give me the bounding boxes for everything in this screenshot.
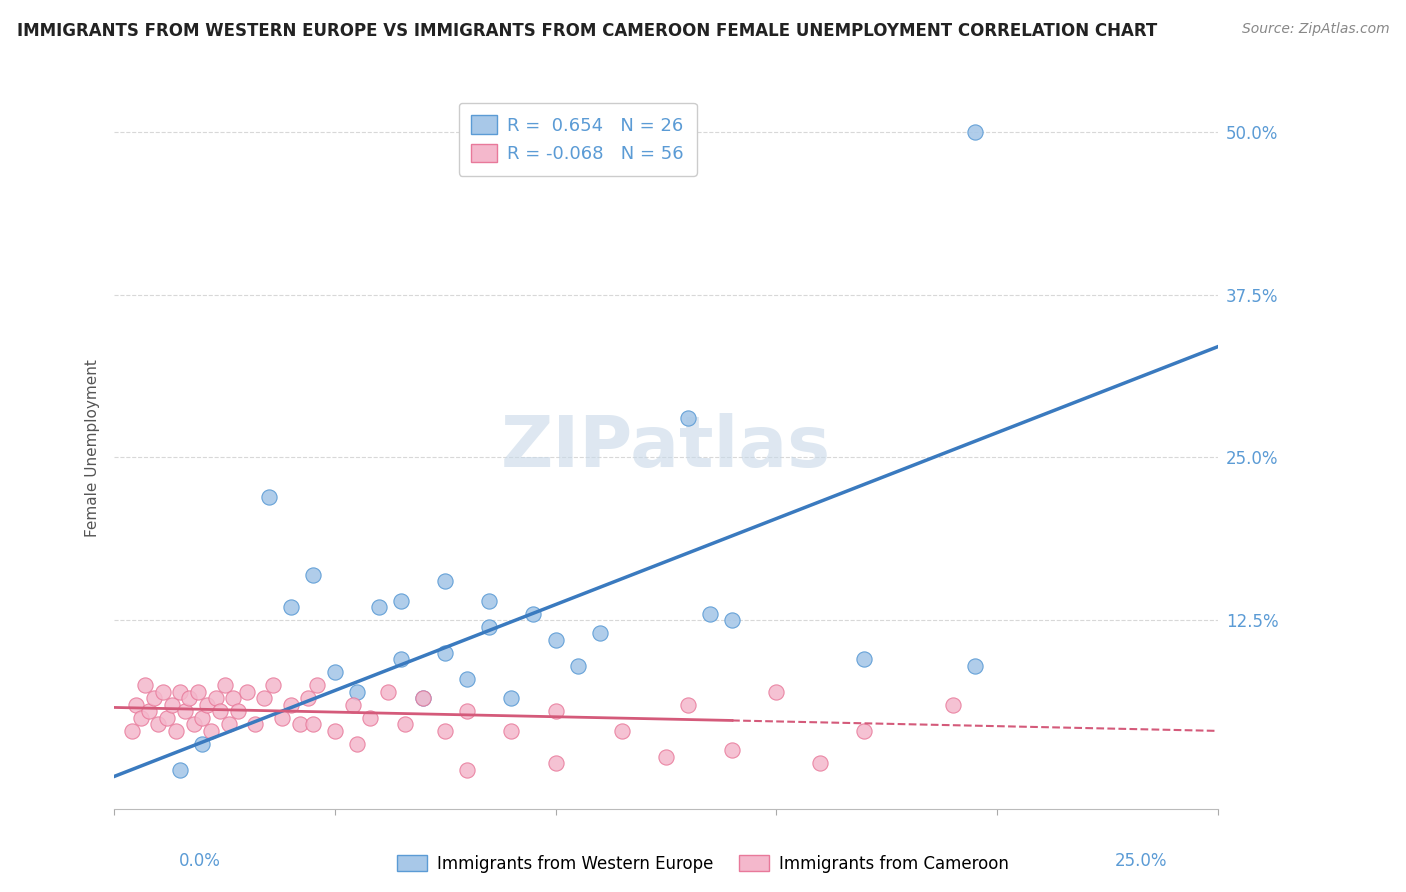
Point: [134, 678, 156, 692]
Point: [191, 737, 214, 751]
Point: [434, 574, 457, 589]
Point: [169, 685, 191, 699]
Text: IMMIGRANTS FROM WESTERN EUROPE VS IMMIGRANTS FROM CAMEROON FEMALE UNEMPLOYMENT C: IMMIGRANTS FROM WESTERN EUROPE VS IMMIGR…: [17, 22, 1157, 40]
Legend: Immigrants from Western Europe, Immigrants from Cameroon: Immigrants from Western Europe, Immigran…: [391, 848, 1015, 880]
Point: [853, 723, 876, 738]
Point: [676, 411, 699, 425]
Point: [173, 704, 195, 718]
Point: [478, 620, 501, 634]
Point: [610, 723, 633, 738]
Point: [235, 685, 257, 699]
Point: [148, 717, 170, 731]
Point: [195, 698, 218, 712]
Point: [142, 691, 165, 706]
Point: [222, 691, 245, 706]
Point: [394, 717, 416, 731]
Point: [257, 490, 280, 504]
Point: [169, 763, 191, 777]
Point: [218, 717, 240, 731]
Point: [280, 600, 302, 615]
Point: [544, 632, 567, 647]
Point: [270, 711, 292, 725]
Point: [456, 672, 478, 686]
Point: [129, 711, 152, 725]
Point: [434, 646, 457, 660]
Point: [165, 723, 187, 738]
Point: [368, 600, 391, 615]
Text: ZIPatlas: ZIPatlas: [501, 413, 831, 483]
Point: [359, 711, 381, 725]
Point: [544, 756, 567, 771]
Point: [323, 723, 346, 738]
Point: [544, 704, 567, 718]
Point: [655, 750, 678, 764]
Point: [262, 678, 284, 692]
Point: [721, 743, 744, 757]
Point: [456, 704, 478, 718]
Point: [323, 665, 346, 680]
Point: [152, 685, 174, 699]
Legend: R =  0.654   N = 26, R = -0.068   N = 56: R = 0.654 N = 26, R = -0.068 N = 56: [458, 103, 696, 176]
Point: [342, 698, 364, 712]
Point: [200, 723, 222, 738]
Point: [853, 652, 876, 666]
Point: [187, 685, 209, 699]
Point: [478, 593, 501, 607]
Point: [501, 691, 523, 706]
Point: [412, 691, 434, 706]
Y-axis label: Female Unemployment: Female Unemployment: [86, 359, 100, 537]
Point: [226, 704, 249, 718]
Point: [156, 711, 179, 725]
Point: [589, 626, 612, 640]
Point: [942, 698, 965, 712]
Point: [179, 691, 201, 706]
Point: [297, 691, 319, 706]
Point: [301, 717, 323, 731]
Point: [121, 723, 143, 738]
Point: [434, 723, 457, 738]
Point: [412, 691, 434, 706]
Point: [125, 698, 148, 712]
Point: [808, 756, 831, 771]
Point: [280, 698, 302, 712]
Point: [288, 717, 311, 731]
Point: [501, 723, 523, 738]
Point: [963, 658, 986, 673]
Point: [301, 567, 323, 582]
Point: [183, 717, 205, 731]
Point: [456, 763, 478, 777]
Point: [346, 685, 368, 699]
Text: 0.0%: 0.0%: [179, 852, 221, 870]
Point: [567, 658, 589, 673]
Point: [253, 691, 276, 706]
Point: [307, 678, 329, 692]
Point: [676, 698, 699, 712]
Point: [346, 737, 368, 751]
Point: [699, 607, 721, 621]
Point: [389, 593, 412, 607]
Point: [721, 613, 744, 627]
Point: [389, 652, 412, 666]
Point: [204, 691, 226, 706]
Point: [963, 125, 986, 139]
Point: [138, 704, 160, 718]
Text: Source: ZipAtlas.com: Source: ZipAtlas.com: [1241, 22, 1389, 37]
Text: 25.0%: 25.0%: [1115, 852, 1167, 870]
Point: [191, 711, 214, 725]
Point: [245, 717, 267, 731]
Point: [377, 685, 399, 699]
Point: [214, 678, 236, 692]
Point: [522, 607, 544, 621]
Point: [160, 698, 183, 712]
Point: [209, 704, 232, 718]
Point: [765, 685, 787, 699]
